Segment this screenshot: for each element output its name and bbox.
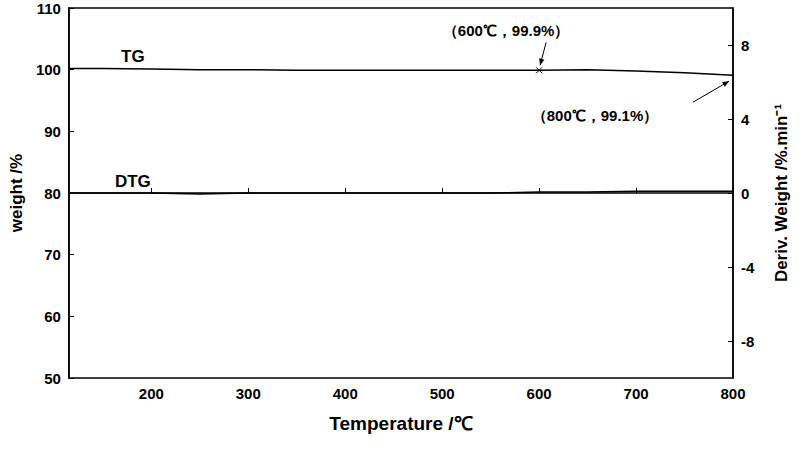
svg-text:80: 80 <box>44 185 61 202</box>
svg-text:70: 70 <box>44 246 61 263</box>
svg-text:0: 0 <box>741 185 749 202</box>
svg-text:weight /%: weight /% <box>7 154 26 233</box>
svg-text:110: 110 <box>37 0 61 17</box>
svg-text:（800℃，99.1%）: （800℃，99.1%） <box>532 107 659 124</box>
svg-text:90: 90 <box>44 123 61 140</box>
svg-text:200: 200 <box>139 385 164 402</box>
svg-text:800: 800 <box>720 385 745 402</box>
svg-text:60: 60 <box>44 308 61 325</box>
svg-text:Temperature /℃: Temperature /℃ <box>329 413 472 434</box>
svg-text:700: 700 <box>624 385 649 402</box>
svg-text:400: 400 <box>333 385 358 402</box>
svg-text:TG: TG <box>121 47 145 66</box>
svg-text:8: 8 <box>741 37 749 54</box>
svg-text:600: 600 <box>527 385 552 402</box>
svg-text:DTG: DTG <box>115 172 151 191</box>
svg-text:4: 4 <box>741 111 750 128</box>
svg-text:（600℃，99.9%）: （600℃，99.9%） <box>443 22 570 39</box>
svg-text:300: 300 <box>236 385 261 402</box>
svg-text:-4: -4 <box>741 259 755 276</box>
svg-text:50: 50 <box>44 370 61 387</box>
svg-text:Deriv. Weight /%.min⁻¹: Deriv. Weight /%.min⁻¹ <box>772 104 791 283</box>
svg-text:100: 100 <box>36 61 61 78</box>
svg-text:500: 500 <box>430 385 455 402</box>
svg-text:-8: -8 <box>741 333 754 350</box>
